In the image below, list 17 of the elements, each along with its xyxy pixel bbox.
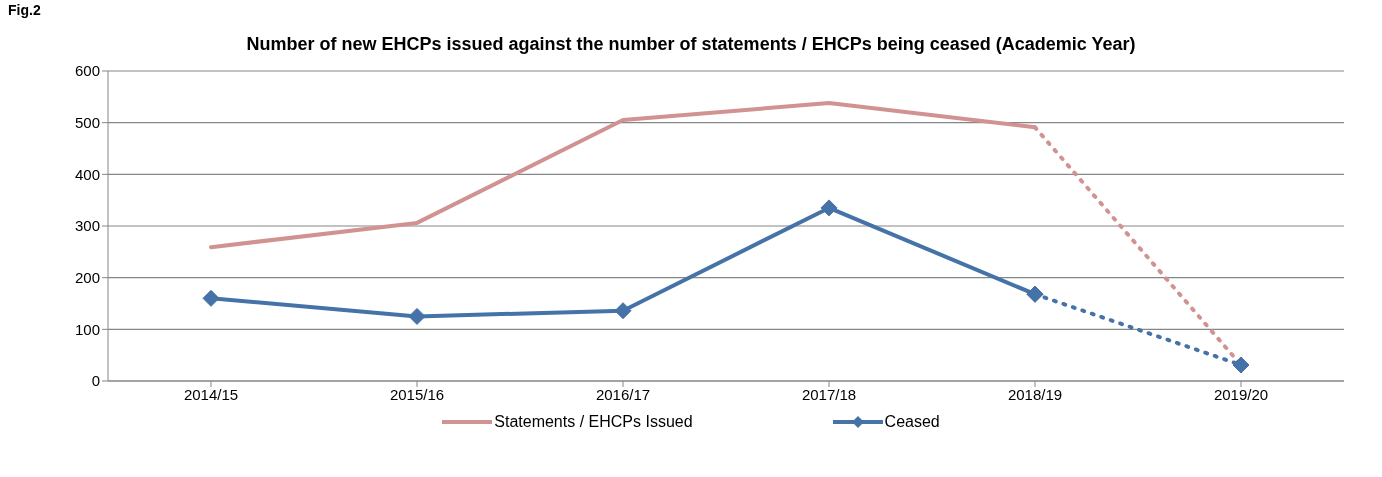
legend-label: Statements / EHCPs Issued	[494, 413, 693, 431]
legend-label: Ceased	[884, 413, 940, 431]
y-tick-label: 0	[91, 372, 100, 390]
x-tick-label: 2016/17	[595, 385, 651, 403]
x-tick-label: 2015/16	[389, 385, 445, 403]
x-tick-label: 2014/15	[183, 385, 239, 403]
y-tick-label: 200	[74, 268, 100, 286]
x-tick-label: 2018/19	[1007, 385, 1063, 403]
y-tick-label: 500	[74, 113, 100, 131]
x-tick-label: 2017/18	[801, 385, 857, 403]
chart-title: Number of new EHCPs issued against the number of statements / EHCPs being ceased (Academic Year)	[246, 34, 1136, 54]
y-tick-label: 400	[74, 165, 100, 183]
y-tick-label: 300	[74, 217, 100, 235]
y-tick-label: 600	[74, 62, 100, 80]
caption: Fig.2	[8, 2, 41, 18]
x-tick-label: 2019/20	[1213, 385, 1269, 403]
y-tick-label: 100	[74, 320, 100, 338]
